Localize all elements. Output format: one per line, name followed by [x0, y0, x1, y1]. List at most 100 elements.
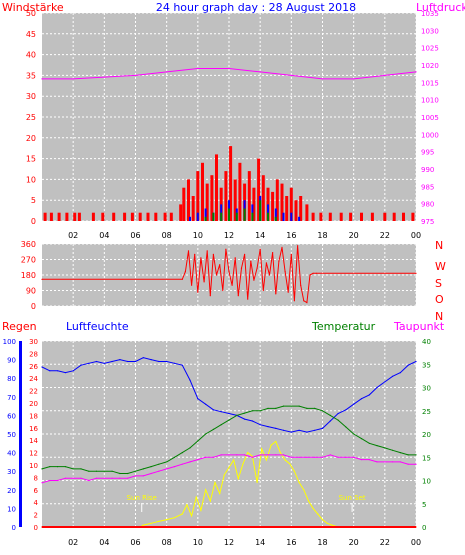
climate-panel: 0102030405060708090100024681012141618202… — [3, 338, 431, 547]
wind-bar — [349, 212, 353, 221]
temperature-line-point — [119, 472, 121, 475]
direction-plot-area — [42, 244, 416, 306]
rain-tick-label: 4 — [34, 499, 39, 507]
dewpoint-line-point — [314, 456, 316, 458]
temp-right-tick-label: 35 — [422, 361, 431, 369]
direction-line-point — [250, 260, 252, 262]
solar-line-point — [228, 466, 230, 469]
temperature-line-point — [205, 433, 207, 435]
solar-line-point — [223, 474, 225, 476]
wind-bar — [252, 187, 256, 221]
rain-tick-label: 24 — [29, 375, 38, 383]
humidity-line-point — [173, 362, 176, 364]
humidity-line-point — [41, 366, 43, 368]
taupunkt-label: Taupunkt — [393, 320, 445, 333]
wind-bar — [274, 216, 277, 221]
humidity-tick-label: 90 — [7, 357, 16, 365]
wind-bar — [224, 171, 228, 221]
wind-bar — [189, 216, 191, 221]
direction-line-point — [200, 257, 202, 259]
solar-line-point — [195, 496, 197, 498]
humidity-line-point — [360, 398, 363, 400]
temperature-line-point — [88, 470, 90, 472]
climate-x-tick-label: 04 — [99, 538, 109, 547]
wind-bar — [212, 212, 215, 221]
direction-line-point — [184, 271, 186, 273]
direction-line-point — [312, 272, 314, 274]
dewpoint-line-point — [290, 456, 292, 458]
wind-bar — [299, 196, 303, 221]
wind-bar — [191, 196, 195, 221]
solar-line-point — [256, 481, 258, 483]
solar-line-point — [200, 509, 202, 511]
wind-bar — [196, 171, 200, 221]
wind-left-tick-label: 10 — [26, 175, 36, 184]
temperature-line-point — [399, 452, 401, 454]
humidity-line-point — [407, 364, 409, 366]
humidity-line-point — [166, 360, 168, 363]
wind-left-label: Windstärke — [2, 1, 64, 14]
solar-line-point — [298, 481, 300, 483]
temperature-line-point — [64, 466, 66, 468]
humidity-line-point — [205, 403, 207, 405]
wind-bar — [77, 212, 81, 221]
solar-line-point — [307, 500, 310, 502]
climate-x-tick-label: 22 — [380, 538, 390, 547]
solar-line-point — [270, 444, 272, 446]
regen-label: Regen — [2, 320, 37, 333]
solar-line-point — [237, 478, 239, 480]
wind-bar — [210, 175, 214, 221]
humidity-line-point — [368, 394, 370, 396]
temperature-line-point — [251, 410, 253, 412]
wind-bar — [370, 212, 374, 221]
dewpoint-line-point — [142, 475, 144, 477]
dewpoint-line-point — [282, 454, 285, 456]
dewpoint-line-point — [392, 461, 394, 463]
wind-right-tick-label: 1020 — [421, 62, 439, 70]
direction-line-point — [212, 253, 214, 255]
direction-line-point — [275, 293, 277, 295]
dewpoint-line-point — [103, 477, 105, 479]
wind-x-tick-label: 02 — [68, 231, 78, 240]
dewpoint-line-point — [158, 470, 160, 472]
direction-right-tick-label: W — [435, 260, 446, 273]
humidity-tick-label: 100 — [3, 338, 16, 346]
wind-bar — [411, 212, 415, 221]
humidity-line-point — [314, 429, 316, 431]
direction-left-tick-label: 90 — [26, 287, 36, 296]
climate-x-tick-label: 06 — [130, 538, 140, 547]
solar-line-point — [261, 448, 263, 450]
dewpoint-line-point — [337, 456, 339, 458]
humidity-line-point — [259, 424, 261, 426]
humidity-tick-label: 70 — [7, 394, 16, 402]
wind-left-tick-label: 0 — [31, 217, 36, 226]
humidity-line-point — [290, 431, 292, 433]
solar-line-point — [265, 459, 267, 461]
rain-tick-label: 18 — [29, 412, 38, 420]
solar-line-point — [303, 489, 305, 491]
temperature-line-point — [244, 412, 246, 414]
direction-left-tick-label: 0 — [31, 302, 36, 311]
solar-line-point — [209, 500, 211, 502]
wind-bar — [267, 212, 269, 221]
wind-bar — [402, 212, 405, 221]
temp-right-tick-label: 0 — [422, 524, 426, 532]
wind-bar — [261, 175, 265, 221]
wind-bar — [196, 212, 199, 221]
wind-bar — [259, 200, 262, 221]
direction-line-point — [234, 257, 236, 259]
humidity-line-point — [95, 360, 98, 363]
direction-line — [42, 245, 416, 304]
pressure-line-point — [228, 67, 230, 70]
solar-line-point — [326, 522, 328, 524]
wind-right-tick-label: 1025 — [421, 45, 439, 53]
wind-bar — [282, 212, 285, 221]
wind-panel: 0510152025303540455097598098599099510001… — [26, 9, 439, 240]
temperature-line-point — [275, 407, 277, 409]
rain-tick-label: 14 — [29, 437, 38, 445]
direction-line-point — [225, 248, 227, 250]
climate-x-tick-label: 08 — [162, 538, 172, 547]
wind-bar — [123, 212, 127, 221]
rain-line-point — [415, 526, 417, 528]
dewpoint-line-point — [57, 479, 59, 482]
